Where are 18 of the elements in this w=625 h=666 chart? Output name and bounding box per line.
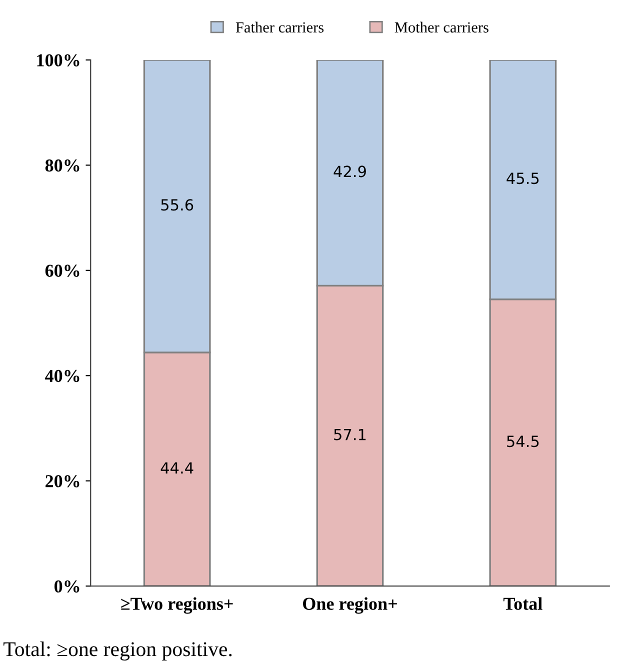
x-tick-label: ≥Two regions+ xyxy=(121,597,233,614)
y-tick-label: 0% xyxy=(54,580,80,593)
data-label: 54.5 xyxy=(507,436,539,448)
text: Total: ≥one region positive. xyxy=(4,642,232,661)
data-label: 57.1 xyxy=(334,428,366,440)
legend-label: Father carriers xyxy=(236,22,324,33)
y-tick-label: 100% xyxy=(37,54,80,66)
data-label: 42.9 xyxy=(334,166,366,178)
y-tick-label: 80% xyxy=(45,159,80,172)
data-label: 55.6 xyxy=(161,199,194,211)
x-tick-label: Total xyxy=(503,597,542,610)
x-tick-label: One region+ xyxy=(303,597,397,614)
data-label: 45.5 xyxy=(506,172,539,184)
y-tick-label: 60% xyxy=(45,264,80,277)
legend-label: Mother carriers xyxy=(394,22,488,33)
y-tick-label: 20% xyxy=(46,475,80,488)
y-tick-label: 40% xyxy=(45,370,80,382)
data-label: 44.4 xyxy=(160,462,194,474)
